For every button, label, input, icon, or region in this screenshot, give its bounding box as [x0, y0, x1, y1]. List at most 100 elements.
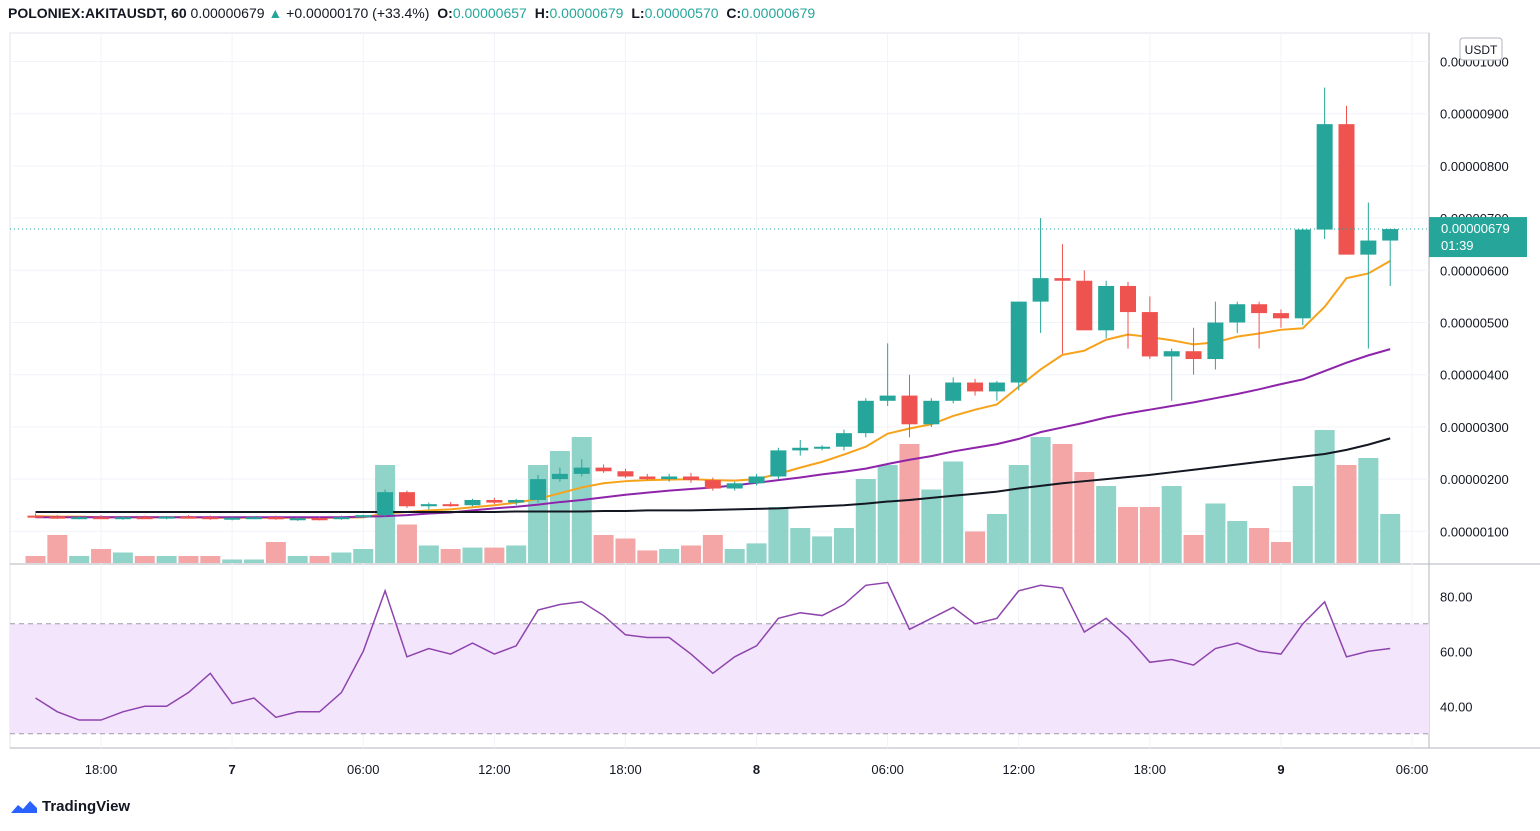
time-tick-label: 12:00	[1002, 762, 1035, 777]
price-tick-label: 0.00000500	[1440, 316, 1509, 331]
price-tick-label: 0.00000300	[1440, 420, 1509, 435]
volume-bar	[178, 556, 199, 563]
candle-body	[420, 504, 437, 507]
candle-body	[508, 499, 525, 503]
candle-body	[704, 480, 721, 489]
candle-body	[1294, 229, 1311, 319]
high-label: H:	[534, 5, 550, 21]
volume-bar	[244, 559, 264, 563]
last-price-tag	[1429, 217, 1527, 258]
tradingview-logo-icon	[11, 800, 37, 813]
volume-bar	[112, 552, 133, 563]
candle-body	[530, 479, 547, 500]
time-tick-label: 06:00	[347, 762, 380, 777]
volume-bar	[1074, 472, 1095, 563]
last-price-tag-label: 0.00000679	[1441, 221, 1510, 236]
change-value: +0.00000170 (+33.4%)	[286, 5, 430, 21]
volume-bar	[659, 549, 680, 563]
candle-body	[1141, 312, 1158, 357]
volume-bar	[418, 545, 439, 563]
low-value: 0.00000570	[644, 5, 719, 21]
candle-body	[551, 473, 568, 480]
time-tick-label: 06:00	[871, 762, 904, 777]
volume-bar	[1380, 514, 1401, 563]
volume-bar	[25, 556, 46, 563]
candle-body	[901, 395, 918, 425]
open-label: O:	[437, 5, 453, 21]
candle-body	[486, 499, 503, 503]
candle-body	[202, 517, 219, 520]
open-value: 0.00000657	[452, 5, 527, 21]
candle-body	[136, 517, 153, 520]
candle-body	[661, 476, 678, 480]
price-tick-label: 0.00000200	[1440, 472, 1509, 487]
volume-bar	[1358, 458, 1379, 563]
volume-bar	[47, 535, 68, 563]
volume-bar	[222, 559, 243, 563]
volume-bar	[440, 549, 461, 563]
candle-body	[923, 400, 940, 425]
candle-body	[814, 446, 831, 449]
volume-bar	[921, 489, 942, 563]
candle-body	[1207, 322, 1224, 360]
candle-body	[180, 516, 197, 519]
candle-body	[945, 382, 962, 401]
candle-body	[1251, 304, 1268, 314]
volume-bar	[1096, 486, 1117, 563]
volume-bar	[702, 535, 723, 563]
time-tick-label: 8	[753, 762, 760, 777]
candle-body	[1163, 351, 1180, 357]
candle-body	[857, 400, 874, 434]
volume-bar	[855, 479, 876, 563]
volume-bar	[1008, 465, 1029, 563]
volume-bar	[1161, 486, 1182, 563]
candle-body	[1360, 240, 1377, 255]
up-arrow-icon: ▲	[268, 5, 283, 21]
volume-bar	[91, 549, 112, 563]
volume-bar	[615, 538, 636, 563]
volume-bar	[724, 549, 745, 563]
volume-bar	[1227, 521, 1248, 563]
time-tick-label: 18:00	[609, 762, 642, 777]
volume-bar	[1292, 486, 1313, 563]
candle-body	[1229, 304, 1246, 323]
ma_slow-line	[35, 437, 1391, 513]
price-tick-label: 0.00000900	[1440, 107, 1509, 122]
candle-body	[879, 395, 896, 401]
currency-box	[1459, 37, 1503, 61]
candle-body	[1185, 351, 1202, 360]
candle-body	[71, 517, 88, 520]
rsi-tick-label: 80.00	[1440, 589, 1473, 604]
candle-body	[1120, 285, 1136, 313]
candle-body	[355, 515, 372, 518]
time-tick-label: 7	[229, 762, 236, 777]
last-price-value: 0.00000679	[190, 5, 265, 21]
candle-body	[617, 471, 634, 477]
time-tick-label: 12:00	[478, 762, 511, 777]
tradingview-brand[interactable]: TradingView	[10, 798, 130, 815]
volume-bar	[833, 528, 854, 563]
candle-body	[1272, 313, 1289, 319]
candle-body	[639, 476, 656, 480]
volume-bar	[790, 528, 811, 563]
candle-body	[1054, 278, 1071, 281]
volume-bar	[899, 444, 920, 563]
candle-body	[442, 504, 459, 507]
rsi-tick-label: 40.00	[1440, 699, 1473, 714]
price-tick-label: 0.00000400	[1440, 368, 1509, 383]
candle-body	[1010, 301, 1027, 383]
volume-bar	[943, 461, 964, 563]
candle-body	[748, 476, 765, 484]
volume-bar	[1314, 430, 1335, 563]
volume-bar	[1139, 507, 1160, 563]
volume-bar	[1030, 437, 1051, 563]
volume-bar	[593, 535, 614, 563]
volume-bar	[986, 514, 1007, 563]
candle-body	[398, 492, 415, 507]
candle-body	[114, 517, 131, 520]
candle-body	[1382, 229, 1399, 241]
brand-name: TradingView	[42, 798, 131, 815]
candle-body	[988, 382, 1005, 392]
volume-bar	[681, 545, 701, 563]
